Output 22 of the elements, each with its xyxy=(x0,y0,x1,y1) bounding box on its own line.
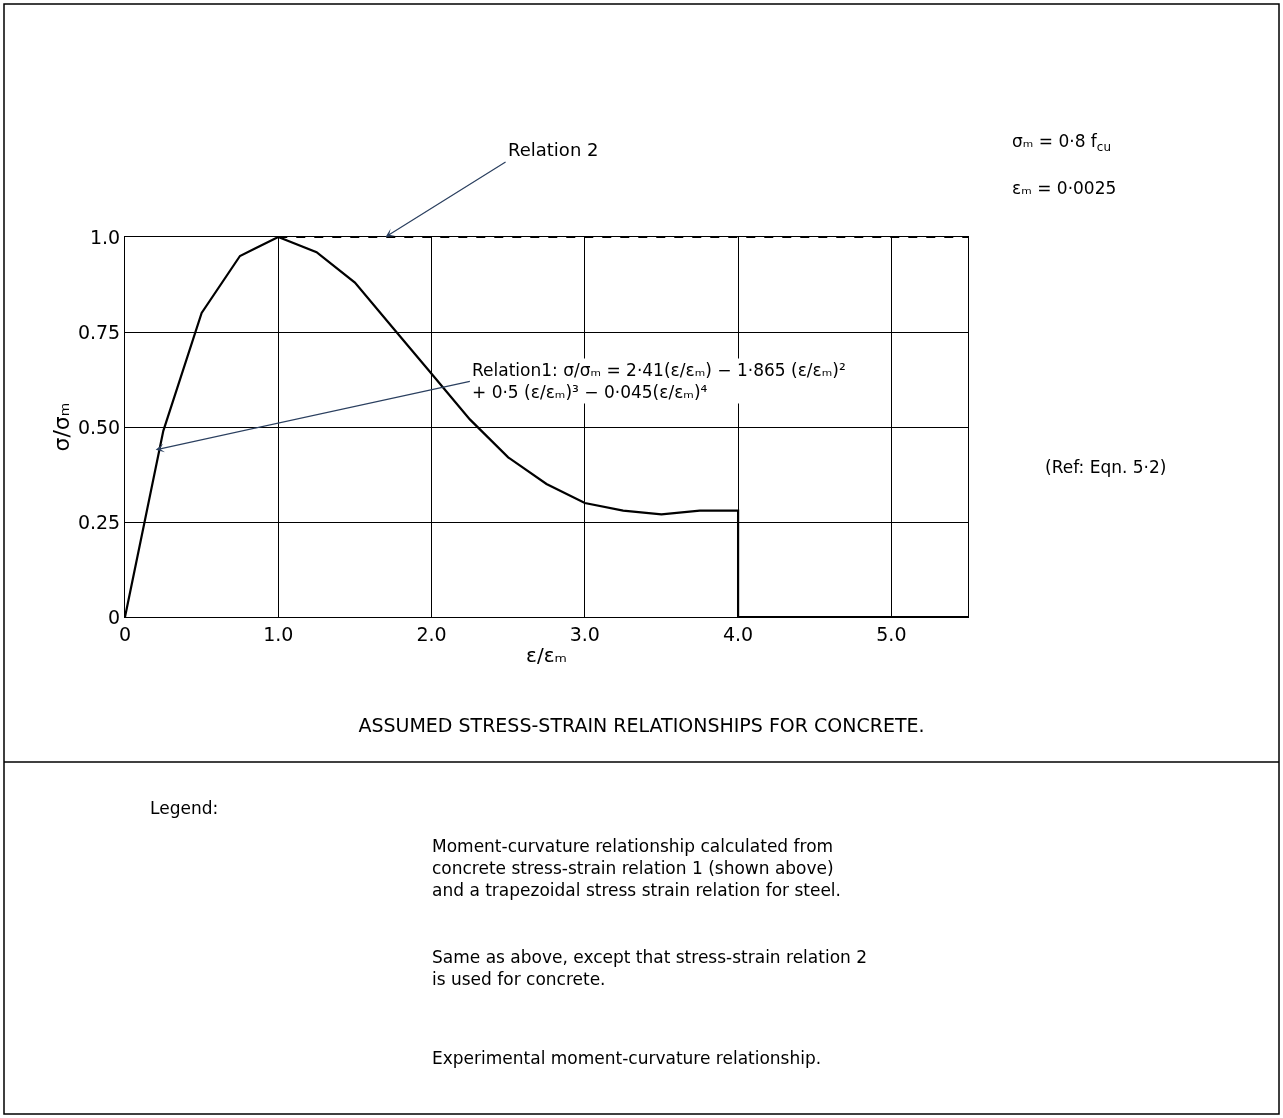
y-tick-label: 0.50 xyxy=(77,415,121,438)
x-tick-label: 1.0 xyxy=(263,622,294,645)
text: Moment-curvature relationship calculated from concrete stress-strain relation 1 (shown above) and a trapezoidal stress strain relation for steel. xyxy=(432,836,841,901)
text: Legend: xyxy=(150,798,219,818)
text: Same as above, except that stress-strain relation 2 is used for concrete. xyxy=(432,947,868,990)
annotation: Relation1: σ/σₘ = 2·41(ε/εₘ) − 1·865 (ε/εₘ)² + 0·5 (ε/εₘ)³ − 0·045(ε/εₘ)⁴ xyxy=(472,360,846,403)
text: Experimental moment-curvature relationship. xyxy=(432,1048,822,1068)
x-tick-label: 3.0 xyxy=(569,622,600,645)
text: σₘ = 0·8 f$_{cu}$ xyxy=(1012,131,1111,154)
y-tick-label: 1.0 xyxy=(89,225,121,248)
y-axis-title: σ/σₘ xyxy=(48,402,74,452)
x-tick-label: 2.0 xyxy=(416,622,447,645)
y-tick-label: 0 xyxy=(108,605,121,628)
x-axis-title: ε/εₘ xyxy=(526,643,567,668)
text: ASSUMED STRESS-STRAIN RELATIONSHIPS FOR CONCRETE. xyxy=(358,713,925,736)
text: εₘ = 0·0025 xyxy=(1012,178,1117,198)
y-tick-label: 0.75 xyxy=(77,320,121,343)
text: (Ref: Eqn. 5·2) xyxy=(1045,457,1167,477)
y-tick-label: 0.25 xyxy=(77,510,121,533)
annotation: Relation 2 xyxy=(508,139,599,160)
x-tick-label: 5.0 xyxy=(876,622,907,645)
x-tick-label: 4.0 xyxy=(722,622,754,645)
